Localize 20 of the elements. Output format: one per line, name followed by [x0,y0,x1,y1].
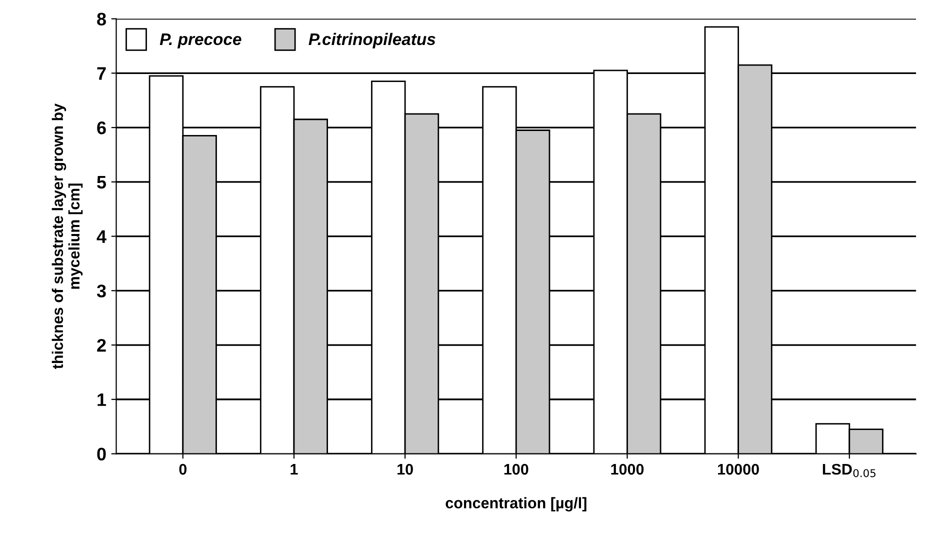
y-tick-label: 5 [97,176,106,189]
x-axis-title: concentration [µg/l] [446,497,586,512]
x-tick-label: 10000 [718,464,759,475]
y-tick-label: 3 [96,284,106,298]
legend-label: P. precoce [160,33,242,48]
y-tick-label: 7 [97,67,106,80]
y-tick-label: 1 [98,394,106,406]
x-tick-label: 10 [398,464,413,475]
y-tick-label: 0 [97,448,106,460]
y-tick-label: 8 [97,12,106,26]
x-tick-label: 1000 [611,464,644,475]
y-tick-label: 2 [97,338,106,352]
x-tick-label: 1 [290,464,298,475]
y-axis-title: thicknes of substrate layer grown by mycelium [cm] [52,103,83,369]
y-tick-label: 4 [96,230,106,243]
legend-label: P.citrinopileatus [308,32,436,48]
x-tick-label: 100 [504,464,528,475]
x-tick-label: 0 [179,464,187,475]
x-tick-label: LSD$_{0.05}$ [822,464,876,478]
y-tick-label: 6 [97,121,106,134]
